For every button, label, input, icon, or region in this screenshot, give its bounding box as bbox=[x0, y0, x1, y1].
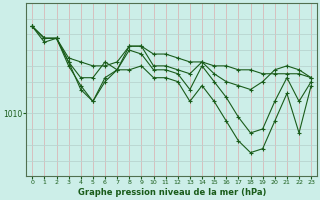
X-axis label: Graphe pression niveau de la mer (hPa): Graphe pression niveau de la mer (hPa) bbox=[77, 188, 266, 197]
